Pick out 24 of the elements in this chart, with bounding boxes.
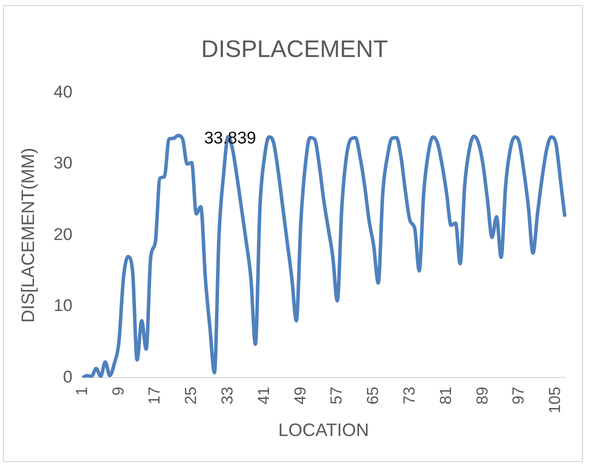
- x-axis-title: LOCATION: [278, 420, 369, 440]
- x-tick-label: 1: [74, 386, 91, 396]
- y-tick-label: 0: [63, 367, 73, 386]
- y-tick-label: 20: [54, 224, 73, 244]
- x-tick-label: 57: [328, 386, 346, 404]
- x-tick-label: 73: [402, 386, 419, 404]
- x-tick-label: 65: [365, 386, 382, 404]
- line-series: [80, 134, 567, 378]
- x-tick-label: 41: [256, 386, 273, 404]
- x-tick-label: 33: [220, 386, 237, 404]
- y-tick-label: 30: [54, 154, 73, 173]
- y-tick-label: 10: [54, 296, 73, 316]
- y-tick-label: 40: [54, 82, 73, 102]
- x-tick-label: 17: [146, 386, 164, 404]
- x-tick-label: 105: [547, 386, 564, 414]
- y-axis-title: DIS[LACEMENT(MM): [18, 148, 38, 323]
- annotation: 33.839: [204, 128, 256, 148]
- x-tick-label: 81: [438, 386, 455, 404]
- x-tick-label: 9: [110, 386, 128, 396]
- x-tick-label: 49: [292, 386, 310, 404]
- chart-title: DISPLACEMENT: [201, 36, 388, 64]
- x-tick-label: 97: [510, 386, 528, 404]
- x-tick-label: 25: [183, 386, 200, 404]
- x-tick-label: 89: [474, 386, 492, 404]
